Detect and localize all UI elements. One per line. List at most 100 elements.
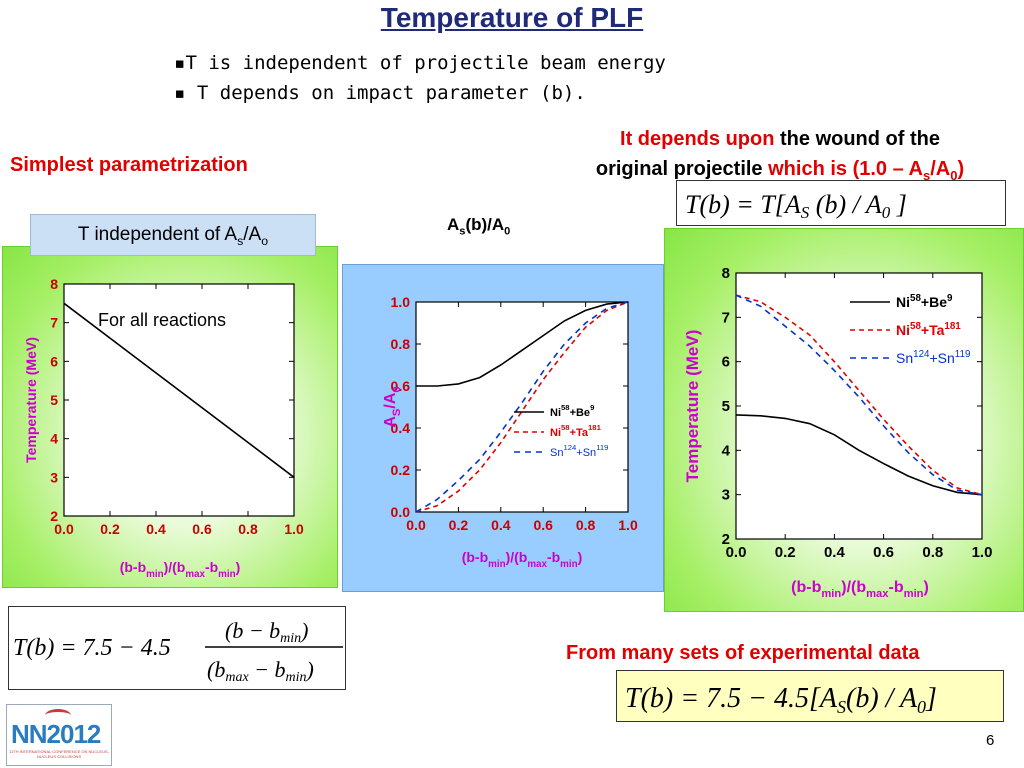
x-axis-label-part: ) — [578, 549, 583, 565]
legend-label-ni-ta: Ni58+Ta181 — [550, 423, 602, 439]
x-tick-label: 0.6 — [192, 521, 212, 537]
y-tick-label: 6 — [50, 353, 58, 369]
equation-bottom-right: T(b) = 7.5 − 4.5[AS(b) / A0] — [616, 670, 1004, 722]
legend-label-ni-ta-part: Ni — [550, 427, 561, 439]
x-tick-label: 0.8 — [576, 517, 596, 533]
series-line-ni58-be9 — [735, 414, 983, 496]
x-tick-label: 0.2 — [100, 521, 120, 537]
y-tick-label: 4 — [722, 442, 731, 459]
x-axis-label-part: )/(b — [506, 549, 528, 565]
logo-arch-icon — [45, 709, 71, 722]
series-line-main — [63, 302, 295, 478]
legend-label-sn-sn-part: 119 — [955, 349, 971, 360]
x-tick-label: 0.0 — [406, 517, 426, 533]
equation-bottom-left-render: T(b) = 7.5 − 4.5 (b − bmin) (bmax − bmin… — [13, 618, 343, 685]
legend-label-sn-sn-part: 124 — [563, 443, 577, 452]
x-axis-label-part: -b — [889, 579, 904, 596]
x-axis-label-part: )/(b — [841, 579, 866, 596]
x-tick-label: 0.4 — [491, 517, 511, 533]
legend-label-ni-be-part: 9 — [947, 293, 953, 304]
right-heading-sub-0: 0 — [950, 168, 958, 183]
right-heading-red3: /A — [930, 158, 951, 180]
x-tick-label: 1.0 — [284, 521, 304, 537]
logo-caption: 11TH INTERNATIONAL CONFERENCE ON NUCLEUS… — [9, 749, 109, 759]
x-axis-label-part: min — [488, 559, 505, 570]
x-tick-label: 0.2 — [775, 544, 796, 561]
eq-bl-lhs: T(b) = 7.5 − 4.5 — [13, 635, 171, 661]
legend-label-ni-be-part: Ni — [550, 407, 561, 419]
x-axis-label-part: max — [185, 569, 205, 580]
legend-label-ni-be-part: 58 — [910, 293, 921, 304]
series-line-ni58-be9 — [416, 301, 629, 387]
x-axis-label-part: )/(b — [164, 559, 186, 575]
x-tick-label: 0.0 — [54, 521, 74, 537]
x-tick-label: 1.0 — [618, 517, 638, 533]
y-axis-label: AS/A0 — [382, 386, 403, 427]
legend-label-ni-be: Ni58+Be9 — [550, 403, 594, 419]
equation-bottom-right-text: T(b) = 7.5 − 4.5[AS(b) / A0] — [625, 683, 937, 717]
right-heading-close: ) — [957, 158, 965, 180]
legend-label-ni-ta-part: 181 — [944, 321, 961, 332]
t-independent-sub2: o — [261, 233, 269, 248]
legend-label-ni-be-part: 58 — [561, 403, 570, 412]
middle-label-sub-0: 0 — [504, 225, 511, 238]
left-heading: Simplest parametrization — [10, 154, 248, 176]
middle-label: As(b)/A0 — [447, 215, 510, 237]
x-axis-label-part: min — [821, 588, 841, 600]
equation-top-right: T(b) = T[AS (b) / A0 ] — [676, 180, 1006, 226]
legend-label-ni-be-part: +Be — [921, 294, 947, 310]
middle-label-mid: (b)/A — [465, 215, 505, 234]
legend-label-ni-be-part: Ni — [896, 294, 910, 310]
y-tick-label: 7 — [50, 315, 58, 331]
y-tick-label: 1.0 — [391, 294, 411, 310]
x-axis-label-part: min — [560, 559, 577, 570]
legend-label-ni-ta-part: 181 — [588, 423, 602, 432]
x-axis-label-part: (b-b — [791, 579, 821, 596]
x-axis-label-part: min — [904, 588, 924, 600]
t-independent-text: T independent of A — [77, 224, 238, 245]
bullet-2: ▪ T depends on impact parameter (b). — [174, 82, 586, 104]
eq-bl-numerator: (b − bmin) — [225, 618, 309, 646]
middle-chart: 0.00.20.40.60.81.00.0 0.2 0.4 0.6 0.8 1.0Ni58… — [382, 294, 638, 570]
y-axis-label: Temperature (MeV) — [23, 337, 39, 463]
plot-area — [735, 272, 983, 540]
legend-label-ni-be-part: 9 — [590, 403, 594, 412]
right-heading-black1: the wound of the — [774, 128, 940, 150]
y-tick-label: 0.6 — [391, 378, 411, 394]
y-tick-label: 8 — [50, 276, 58, 292]
conference-logo: NN2012 11TH INTERNATIONAL CONFERENCE ON … — [6, 704, 112, 766]
y-axis-label-part: S — [391, 408, 403, 416]
slide-title: Temperature of PLF — [380, 2, 644, 33]
right-heading-black2: original projectile — [595, 158, 763, 180]
equation-bottom-left: T(b) = 7.5 − 4.5 (b − bmin) (bmax − bmin… — [8, 606, 346, 690]
x-axis-label: (b-bmin)/(bmax-bmin) — [462, 549, 583, 570]
legend-label-ni-ta-part: Ni — [896, 322, 910, 338]
right-heading-sub-s: s — [922, 168, 931, 183]
x-axis-label-part: min — [218, 569, 235, 580]
y-tick-label: 2 — [50, 508, 58, 524]
x-axis-label-part: (b-b — [462, 549, 488, 565]
legend-label-ni-ta-part: 58 — [910, 321, 921, 332]
equation-bottom-right-render: T(b) = 7.5 − 4.5[AS(b) / A0] — [625, 683, 937, 717]
right-heading-red2: which is (1.0 – A — [762, 158, 923, 180]
legend-label-ni-ta-part: +Ta — [570, 427, 589, 439]
x-axis-label-part: ) — [924, 579, 929, 596]
x-axis-label-part: max — [527, 559, 547, 570]
t-independent-mid: /A — [243, 224, 262, 245]
legend-label-sn-sn-part: Sn — [896, 350, 913, 366]
series-line-sn124-sn119 — [415, 301, 629, 513]
x-axis-label-part: -b — [547, 549, 560, 565]
x-tick-label: 0.0 — [726, 544, 747, 561]
legend-label-ni-be: Ni58+Be9 — [896, 293, 953, 310]
y-tick-label: 5 — [50, 392, 58, 408]
x-axis-label: (b-bmin)/(bmax-bmin) — [791, 579, 929, 600]
x-tick-label: 0.4 — [824, 544, 846, 561]
legend-label-ni-ta: Ni58+Ta181 — [896, 321, 961, 338]
y-axis-label: Temperature (MeV) — [683, 330, 702, 483]
x-axis-label-part: min — [146, 569, 163, 580]
y-tick-label: 0.8 — [391, 336, 411, 352]
right-heading-red1: It depends upon — [620, 128, 775, 150]
left-chart: 2 3 4 5 6 7 8 0.0 0.2 0.4 0.6 0.8 1.0 For all reactio… — [23, 276, 304, 580]
y-tick-label: 3 — [50, 469, 58, 485]
